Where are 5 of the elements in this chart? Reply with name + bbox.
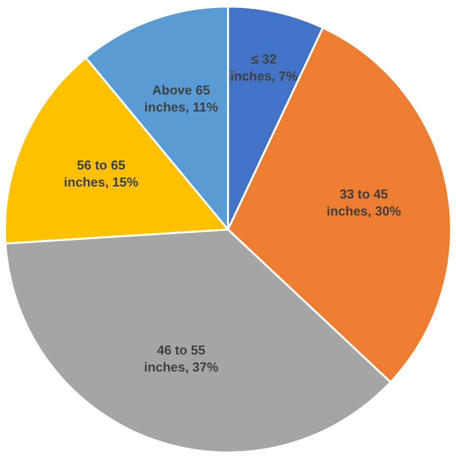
slice-label: 46 to 55 inches, 37% bbox=[144, 342, 219, 375]
slice-label: Above 65 inches, 11% bbox=[144, 82, 218, 114]
slice-label: 56 to 65 inches, 15% bbox=[64, 158, 139, 190]
slice-label: ≤ 32 inches, 7% bbox=[230, 52, 298, 84]
slice-label: 33 to 45 inches, 30% bbox=[326, 186, 402, 219]
